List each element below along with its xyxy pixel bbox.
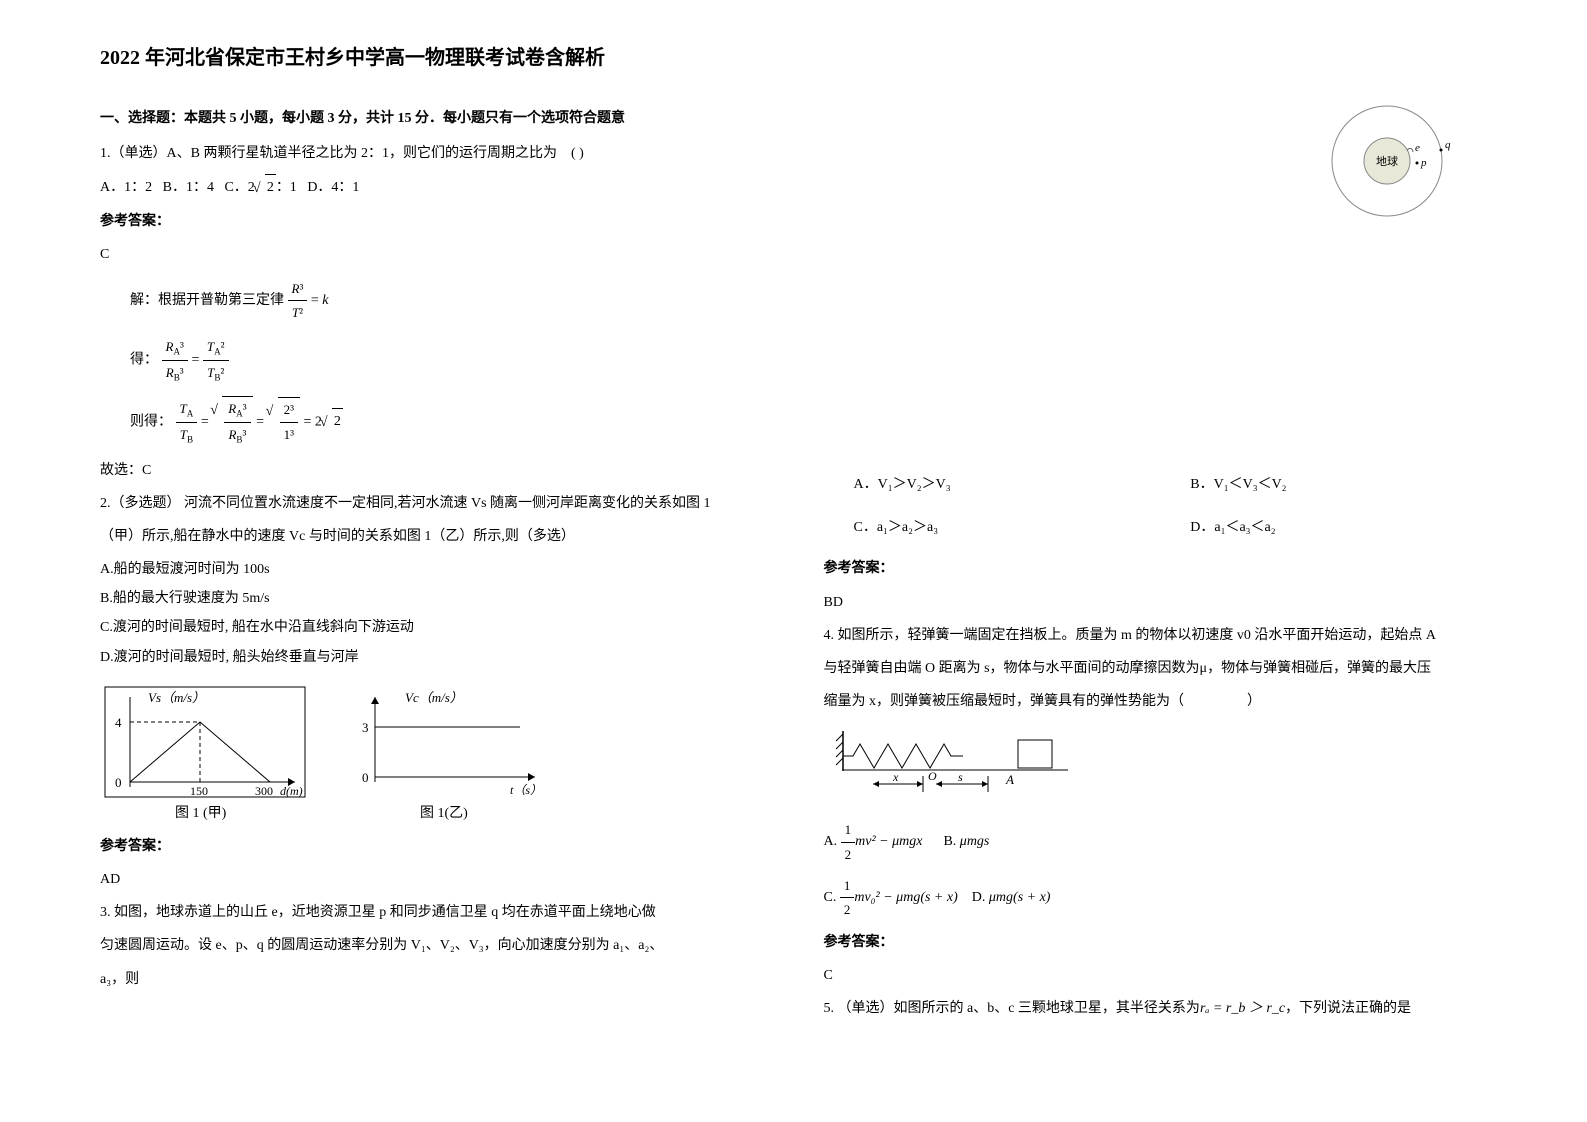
q1-optB: B．1：4 (163, 180, 214, 195)
q3-stem3: a₃，则 (100, 967, 764, 992)
earth-figure: 地球 e p q (1317, 96, 1487, 226)
fraction-icon: RA³RB³ (162, 335, 188, 386)
sqrt-icon: RA³RB³ (212, 396, 252, 448)
q4-optA-expr: mv² − μmgx (855, 834, 922, 849)
q4-optC-pre: C. (824, 890, 837, 905)
q2-figure: Vs（m/s） 4 0 150 300 d(m) 图 1 (甲) (100, 682, 764, 822)
q4-options-row2: C. 12mv₀² − μmg(s + x) D. μmg(s + x) (824, 874, 1488, 922)
q1-answer-label: 参考答案： (100, 209, 764, 234)
page-title: 2022 年河北省保定市王村乡中学高一物理联考试卷含解析 (100, 40, 1487, 76)
q4-options-row1: A. 12mv² − μmgx B. μmgs (824, 818, 1488, 866)
vc-caption: 图 1(乙) (420, 805, 468, 821)
q2-stem2: （甲）所示,船在静水中的速度 Vc 与时间的关系如图 1（乙）所示,则（多选） (100, 524, 764, 549)
q3-optD: D．a₁＜a₃＜a₂ (1190, 515, 1487, 540)
q5-stem: 5. （单选）如图所示的 a、b、c 三颗地球卫星，其半径关系为rₐ = r_b… (824, 996, 1488, 1021)
fraction-icon: 12 (841, 818, 856, 866)
q4-stem1: 4. 如图所示，轻弹簧一端固定在挡板上。质量为 m 的物体以初速度 v0 沿水平… (824, 623, 1488, 648)
sqrt-icon: 2³1³ (268, 397, 300, 446)
sqrt-icon: 2 (255, 174, 276, 200)
chart-vc: Vc（m/s） 3 0 t（s） 图 1(乙) (350, 682, 550, 822)
q2-optA: A.船的最短渡河时间为 100s (100, 557, 764, 582)
q1-stem: 1.（单选）A、B 两颗行星轨道半径之比为 2：1，则它们的运行周期之比为 ( … (100, 141, 764, 166)
q3-answer: BD (824, 590, 1488, 615)
vs-x2: 300 (255, 784, 273, 798)
svg-text:0: 0 (115, 775, 122, 790)
q1-expl1: 解：根据开普勒第三定律 R³T² = k (130, 277, 764, 325)
svg-text:e: e (1415, 142, 1420, 154)
section-header: 一、选择题：本题共 5 小题，每小题 3 分，共计 15 分．每小题只有一个选项… (100, 106, 764, 131)
q4-optD-expr: μmg(s + x) (989, 890, 1051, 905)
vs-caption: 图 1 (甲) (175, 806, 227, 821)
vc-yval: 3 (362, 720, 369, 735)
vs-ylabel: Vs（m/s） (148, 690, 205, 705)
q4-x-label: x (892, 770, 899, 784)
q1-optC-pre: C．2 (224, 180, 254, 195)
q1-optC-suf: ：1 (276, 180, 297, 195)
q3-stem2: 匀速圆周运动。设 e、p、q 的圆周运动速率分别为 V₁、V₂、V₃，向心加速度… (100, 933, 764, 958)
q3-optA: A．V₁＞V₂＞V₃ (854, 472, 1151, 497)
q4-optB-expr: μmgs (960, 834, 990, 849)
q1-options: A．1：2 B．1：4 C．22：1 D．4：1 (100, 174, 764, 200)
q1-expl2: 得： RA³RB³ = TA²TB² (130, 335, 764, 386)
q2-answer: AD (100, 867, 764, 892)
fraction-icon: TA²TB² (203, 335, 229, 386)
chart-vs: Vs（m/s） 4 0 150 300 d(m) 图 1 (甲) (100, 682, 310, 822)
expl-text: 则得： (130, 414, 172, 429)
q3-answer-label: 参考答案： (824, 556, 1488, 581)
vs-x1: 150 (190, 784, 208, 798)
q2-answer-label: 参考答案： (100, 834, 764, 859)
sqrt-icon: 2 (322, 408, 343, 434)
q1-answer: C (100, 242, 764, 267)
p-label: p (1420, 157, 1427, 169)
q2-optC: C.渡河的时间最短时, 船在水中沿直线斜向下游运动 (100, 615, 764, 640)
exam-title: 2022 年河北省保定市王村乡中学高一物理联考试卷含解析 (100, 40, 1487, 76)
fraction-icon: 12 (840, 874, 855, 922)
q3-optC: C．a₁＞a₂＞a₃ (854, 515, 1151, 540)
vs-yval: 4 (115, 715, 122, 730)
q4-answer-label: 参考答案： (824, 930, 1488, 955)
q5-pre: 5. （单选）如图所示的 a、b、c 三颗地球卫星，其半径关系为 (824, 1001, 1200, 1016)
q1-expl3: 则得： TATB = RA³RB³ = 2³1³ = 22 (130, 396, 764, 448)
q4-optC-expr: mv₀² − μmg(s + x) (854, 890, 957, 905)
q4-optD-pre: D. (972, 890, 986, 905)
q2-optB: B.船的最大行驶速度为 5m/s (100, 586, 764, 611)
q4-answer: C (824, 963, 1488, 988)
expl-text: 解：根据开普勒第三定律 (130, 293, 284, 308)
q2-stem1: 2.（多选题） 河流不同位置水流速度不一定相同,若河水流速 Vs 随离一侧河岸距… (100, 491, 764, 516)
fraction-icon: TATB (176, 397, 198, 448)
right-column: 地球 e p q A．V₁＞V₂＞V₃ B．V₁＜V₃＜V₂ C．a₁＞a₂＞a… (824, 96, 1488, 1029)
vc-ylabel: Vc（m/s） (405, 690, 463, 705)
q5-rel: rₐ = r_b ＞ r_c (1200, 1001, 1285, 1016)
q4-figure: x O s A (824, 726, 1488, 806)
q4-optA-pre: A. (824, 834, 838, 849)
q3-options: A．V₁＞V₂＞V₃ B．V₁＜V₃＜V₂ C．a₁＞a₂＞a₃ D．a₁＜a₃… (854, 472, 1488, 540)
earth-label: 地球 (1376, 154, 1398, 168)
q5-post: ，下列说法正确的是 (1285, 1001, 1411, 1016)
vc-xunit: t（s） (510, 783, 542, 797)
q4-A-label: A (1005, 772, 1014, 787)
q1-expl4: 故选：C (100, 458, 764, 483)
q3-stem1: 3. 如图，地球赤道上的山丘 e，近地资源卫星 p 和同步通信卫星 q 均在赤道… (100, 900, 764, 925)
q3-optB: B．V₁＜V₃＜V₂ (1190, 472, 1487, 497)
vs-xunit: d(m) (280, 784, 303, 798)
q4-optB-pre: B. (943, 834, 956, 849)
left-column: 一、选择题：本题共 5 小题，每小题 3 分，共计 15 分．每小题只有一个选项… (100, 96, 764, 1029)
q1-optA: A．1：2 (100, 180, 152, 195)
q4-O-label: O (928, 769, 937, 783)
expl-text: 得： (130, 352, 158, 367)
fraction-icon: R³T² (288, 277, 308, 325)
svg-text:0: 0 (362, 770, 369, 785)
q4-s-label: s (958, 770, 963, 784)
q4-stem3: 缩量为 x，则弹簧被压缩最短时，弹簧具有的弹性势能为（ ） (824, 689, 1488, 714)
q-label: q (1445, 139, 1451, 151)
q2-optD: D.渡河的时间最短时, 船头始终垂直与河岸 (100, 645, 764, 670)
page-columns: 一、选择题：本题共 5 小题，每小题 3 分，共计 15 分．每小题只有一个选项… (100, 96, 1487, 1029)
q1-optD: D．4：1 (307, 180, 359, 195)
q4-stem2: 与轻弹簧自由端 O 距离为 s，物体与水平面间的动摩擦因数为μ，物体与弹簧相碰后… (824, 656, 1488, 681)
